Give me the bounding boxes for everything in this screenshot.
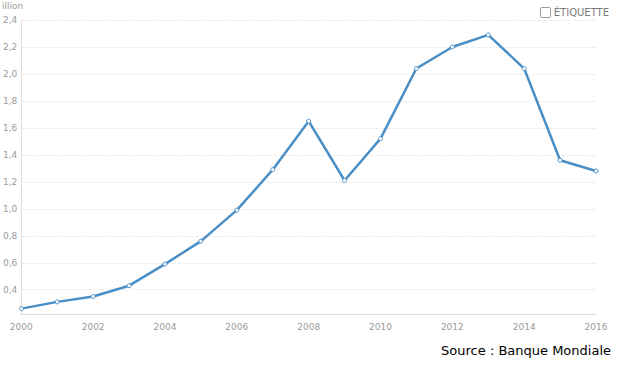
svg-text:Source : Banque Mondiale: Source : Banque Mondiale [441,343,611,358]
svg-text:2,4: 2,4 [3,15,18,25]
svg-text:illion: illion [2,1,23,11]
svg-text:2,2: 2,2 [3,42,17,52]
svg-text:0,6: 0,6 [3,258,18,268]
svg-text:1,2: 1,2 [3,177,17,187]
svg-text:ÉTIQUETTE: ÉTIQUETTE [554,6,609,18]
svg-text:1,0: 1,0 [3,204,18,214]
svg-text:0,4: 0,4 [3,285,18,295]
svg-text:1,6: 1,6 [3,123,18,133]
svg-text:2016: 2016 [585,322,608,332]
svg-text:1,8: 1,8 [3,96,18,106]
svg-text:2010: 2010 [369,322,392,332]
svg-text:2008: 2008 [297,322,320,332]
svg-text:2,0: 2,0 [3,69,18,79]
svg-text:2000: 2000 [10,322,33,332]
svg-text:2014: 2014 [513,322,536,332]
svg-text:2006: 2006 [225,322,248,332]
svg-text:2004: 2004 [154,322,177,332]
svg-text:2002: 2002 [82,322,105,332]
svg-text:0,8: 0,8 [3,231,18,241]
svg-text:1,4: 1,4 [3,150,18,160]
svg-text:2012: 2012 [441,322,464,332]
